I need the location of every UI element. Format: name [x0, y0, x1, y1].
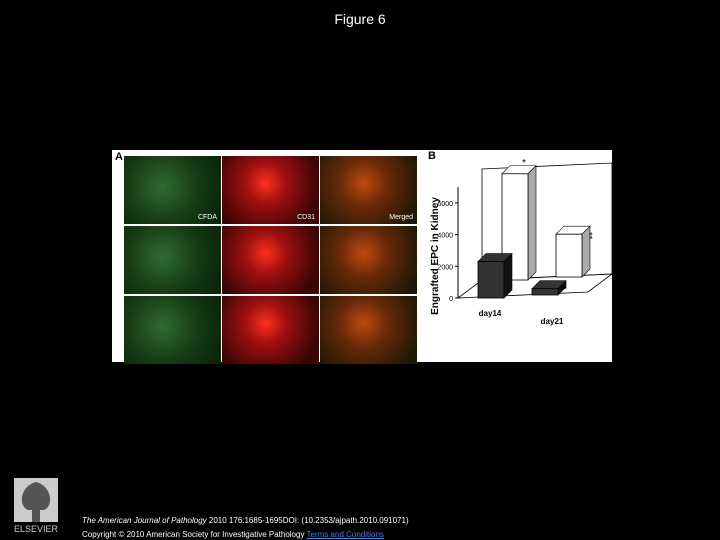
- x-tick-label: day21: [541, 317, 564, 326]
- copyright: Copyright © 2010 American Society for In…: [82, 530, 305, 539]
- logo-text: ELSEVIER: [14, 524, 59, 534]
- y-tick-label: 0: [449, 296, 453, 303]
- panel-label: B: [428, 150, 436, 162]
- annotation: **: [584, 232, 594, 240]
- micrograph: [124, 296, 221, 364]
- citation: The American Journal of Pathology 2010 1…: [82, 516, 409, 525]
- column-label: CD31: [297, 214, 315, 221]
- bar-side: [527, 165, 537, 281]
- bar: [555, 233, 583, 278]
- figure: A CFDA CD31 Merged B Engrafted EPC in Kidn…: [112, 150, 612, 364]
- y-tick-label: 2000: [437, 264, 453, 271]
- citation-text: 2010 176:1685-1695DOI: (10.2353/ajpath.2…: [206, 516, 409, 525]
- micrograph: Merged: [320, 156, 417, 224]
- x-tick-label: day14: [479, 309, 502, 318]
- micrograph: [320, 226, 417, 294]
- micrograph: CD31: [222, 156, 319, 224]
- copyright-line: Copyright © 2010 American Society for In…: [82, 530, 384, 539]
- column-label: Merged: [389, 214, 413, 221]
- y-axis-label: Engrafted EPC in Kidney: [430, 197, 441, 315]
- micrograph: [320, 296, 417, 364]
- logo-tree: [21, 482, 51, 522]
- back-wall: [481, 162, 612, 281]
- micrograph: CFDA: [124, 156, 221, 224]
- bar-side: [503, 252, 513, 299]
- annotation: **: [560, 285, 568, 295]
- terms-link[interactable]: Terms and Conditions: [306, 530, 384, 539]
- micrograph: [222, 226, 319, 294]
- elsevier-logo: ELSEVIER: [14, 478, 59, 534]
- bar: [531, 288, 559, 296]
- panel-label: A: [115, 151, 123, 163]
- bar: [477, 261, 505, 299]
- y-tick-label: 4000: [437, 233, 453, 240]
- micrograph: [222, 296, 319, 364]
- journal: The American Journal of Pathology: [82, 516, 207, 525]
- column-label: CFDA: [197, 214, 217, 221]
- bar-chart: B Engrafted EPC in Kidney 0 2000 4000 6000 *…: [428, 150, 612, 326]
- micrograph: [124, 226, 221, 294]
- slide-title: Figure 6: [334, 11, 386, 27]
- annotation: *: [522, 158, 526, 169]
- y-tick-label: 6000: [437, 201, 453, 208]
